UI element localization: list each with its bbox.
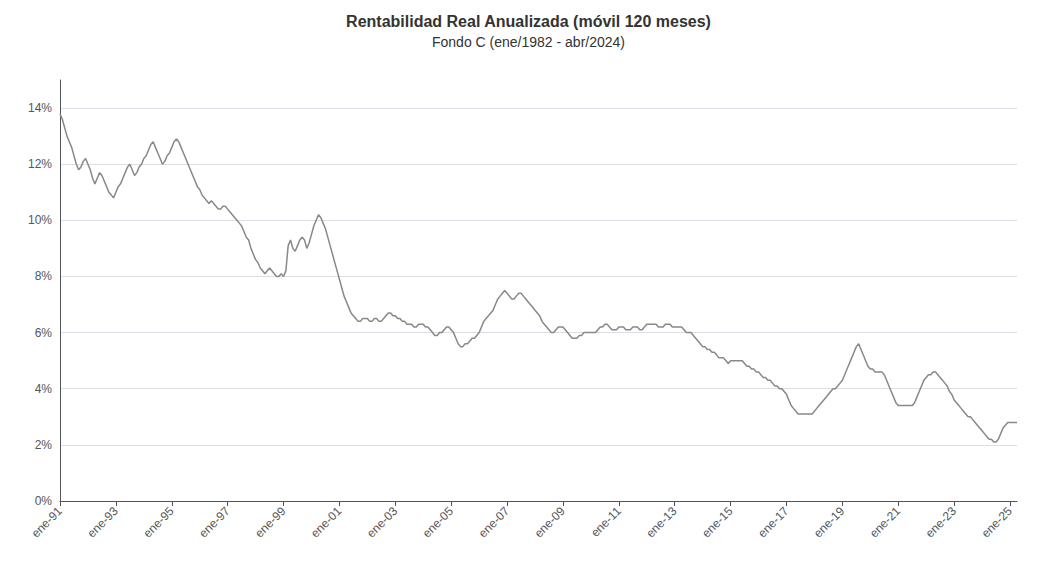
svg-text:ene-01: ene-01 <box>308 504 345 541</box>
svg-text:ene-13: ene-13 <box>643 504 680 541</box>
svg-text:Fondo C (ene/1982 - abr/2024): Fondo C (ene/1982 - abr/2024) <box>432 34 625 50</box>
svg-text:4%: 4% <box>35 382 53 396</box>
svg-text:0%: 0% <box>35 494 53 508</box>
svg-text:ene-97: ene-97 <box>196 504 233 541</box>
svg-text:6%: 6% <box>35 326 53 340</box>
svg-text:ene-17: ene-17 <box>755 504 792 541</box>
svg-text:10%: 10% <box>28 213 52 227</box>
svg-text:8%: 8% <box>35 269 53 283</box>
svg-text:ene-91: ene-91 <box>29 504 66 541</box>
svg-text:14%: 14% <box>28 101 52 115</box>
svg-text:ene-11: ene-11 <box>588 504 624 540</box>
svg-text:ene-25: ene-25 <box>979 504 1016 541</box>
svg-text:ene-15: ene-15 <box>699 504 736 541</box>
svg-text:ene-23: ene-23 <box>923 504 960 541</box>
svg-text:12%: 12% <box>28 157 52 171</box>
svg-text:ene-99: ene-99 <box>252 504 289 541</box>
svg-text:ene-19: ene-19 <box>811 504 848 541</box>
svg-text:ene-03: ene-03 <box>364 504 401 541</box>
svg-text:ene-07: ene-07 <box>476 504 513 541</box>
svg-text:ene-05: ene-05 <box>420 504 457 541</box>
svg-text:ene-21: ene-21 <box>867 504 904 541</box>
svg-text:ene-95: ene-95 <box>140 504 177 541</box>
svg-text:2%: 2% <box>35 438 53 452</box>
svg-text:ene-93: ene-93 <box>85 504 122 541</box>
svg-text:Rentabilidad Real Anualizada (: Rentabilidad Real Anualizada (móvil 120 … <box>346 13 711 30</box>
svg-text:ene-09: ene-09 <box>532 504 569 541</box>
